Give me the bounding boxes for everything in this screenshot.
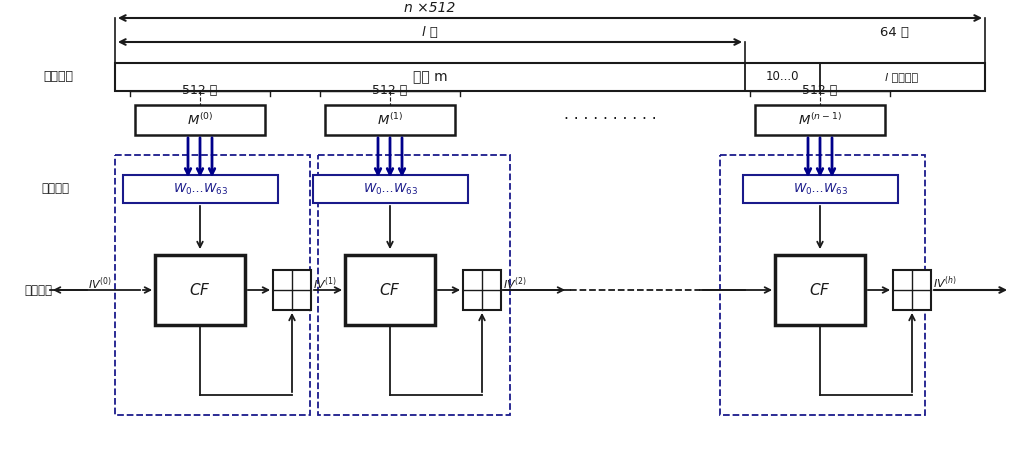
Text: $IV^{(1)}$: $IV^{(1)}$	[313, 276, 337, 292]
Text: $IV^{(0)}$: $IV^{(0)}$	[88, 276, 112, 292]
Bar	[345, 255, 435, 325]
Text: 消息填充: 消息填充	[43, 70, 73, 83]
Text: $W_0$...$W_{63}$: $W_0$...$W_{63}$	[793, 181, 848, 197]
Bar	[115, 63, 985, 91]
Text: l 位: l 位	[422, 26, 438, 39]
Text: 数据 m: 数据 m	[413, 70, 447, 84]
Text: 10...0: 10...0	[765, 70, 799, 83]
Bar	[273, 270, 311, 310]
Bar	[115, 155, 310, 415]
Bar	[123, 175, 278, 203]
Bar	[135, 105, 265, 135]
Text: 512 位: 512 位	[803, 84, 838, 97]
Text: 512 位: 512 位	[373, 84, 408, 97]
Text: $CF$: $CF$	[809, 282, 830, 298]
Bar	[893, 270, 931, 310]
Bar	[743, 175, 898, 203]
Text: 迭代压缩: 迭代压缩	[24, 284, 52, 296]
Text: l 的二进制: l 的二进制	[886, 72, 919, 82]
Text: 64 位: 64 位	[881, 26, 909, 39]
Bar	[318, 155, 510, 415]
Text: $IV^{(2)}$: $IV^{(2)}$	[503, 276, 527, 292]
Text: $W_0$...$W_{63}$: $W_0$...$W_{63}$	[172, 181, 227, 197]
Text: 512 位: 512 位	[182, 84, 218, 97]
Bar	[325, 105, 455, 135]
Bar	[775, 255, 865, 325]
Text: $M^{(0)}$: $M^{(0)}$	[186, 112, 213, 128]
Text: $M^{(n-1)}$: $M^{(n-1)}$	[798, 112, 842, 128]
Bar	[313, 175, 468, 203]
Text: 消息扩展: 消息扩展	[41, 183, 69, 195]
Bar	[155, 255, 245, 325]
Text: $IV^{(h)}$: $IV^{(h)}$	[933, 275, 957, 291]
Bar	[463, 270, 501, 310]
Text: n ×512: n ×512	[404, 1, 456, 15]
Bar	[720, 155, 925, 415]
Bar	[755, 105, 885, 135]
Text: $CF$: $CF$	[379, 282, 400, 298]
Text: $CF$: $CF$	[189, 282, 211, 298]
Text: $W_0$...$W_{63}$: $W_0$...$W_{63}$	[362, 181, 418, 197]
Text: $M^{(1)}$: $M^{(1)}$	[377, 112, 403, 128]
Text: · · · · · · · · · ·: · · · · · · · · · ·	[563, 112, 656, 128]
